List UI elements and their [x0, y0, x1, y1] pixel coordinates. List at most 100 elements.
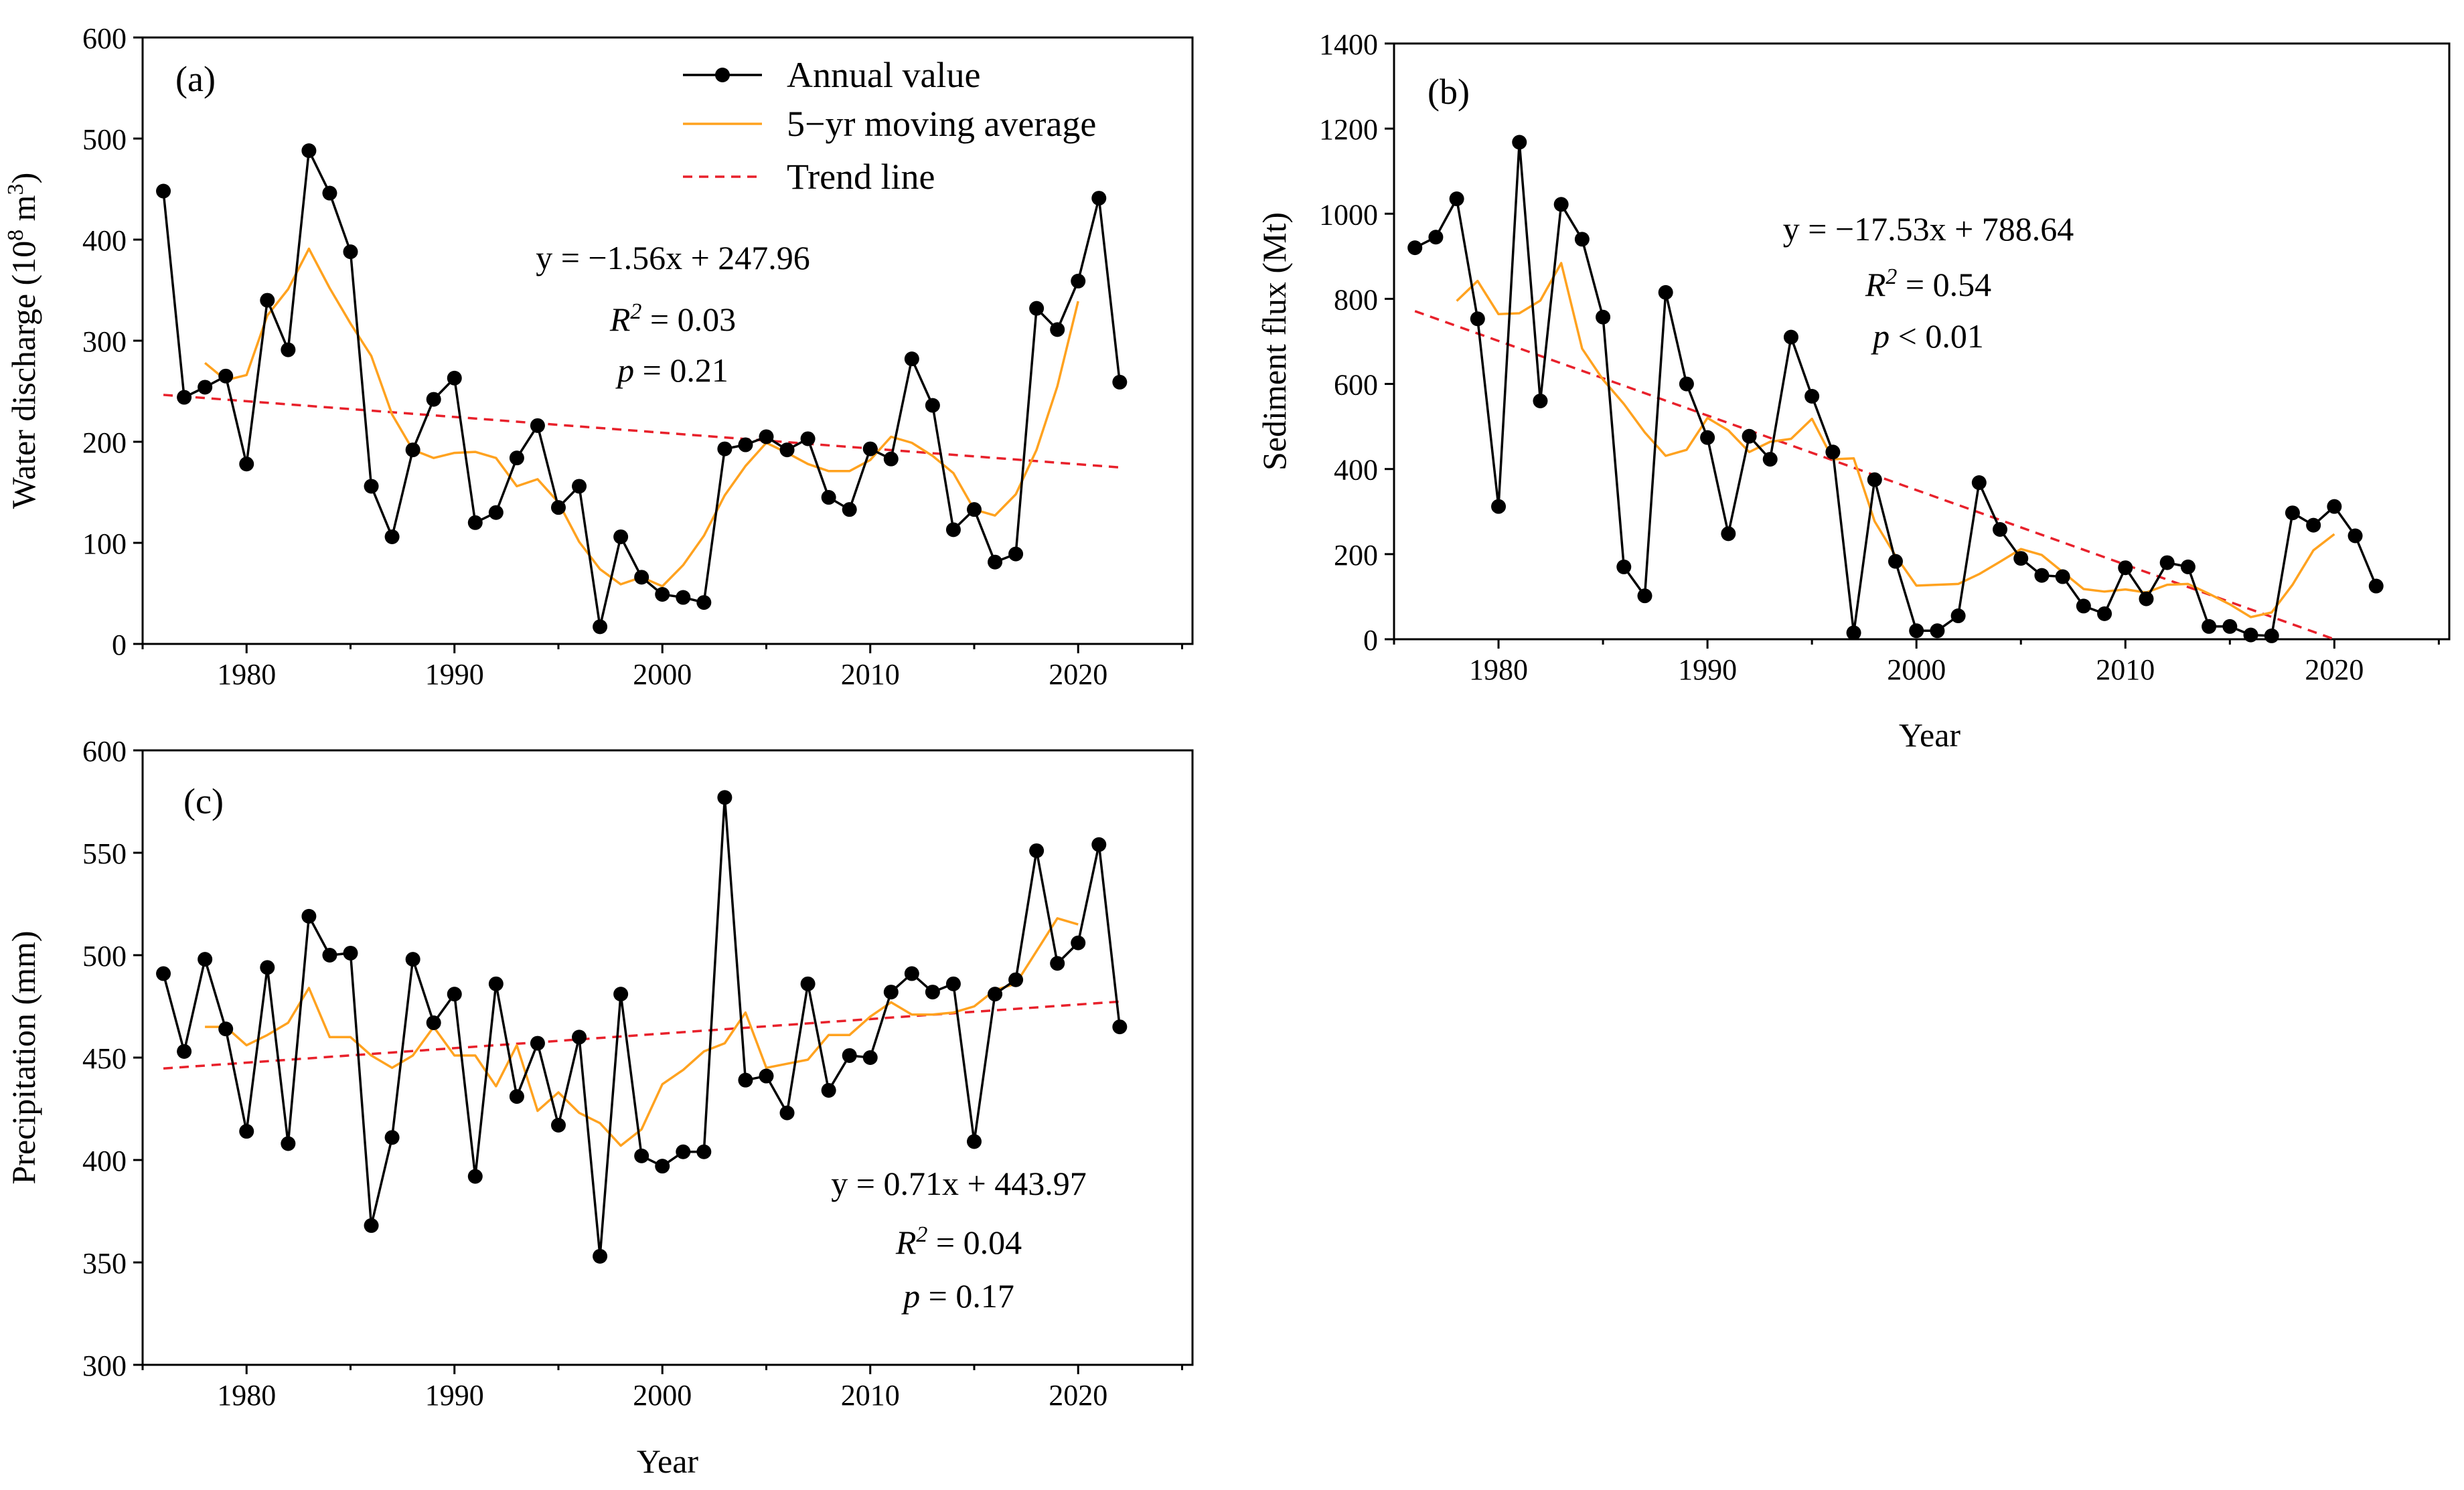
- annual-value-point: [696, 595, 712, 610]
- y-axis-title: Sediment flux (Mt): [1255, 212, 1293, 471]
- annual-value-point: [426, 392, 441, 407]
- annual-value-point: [738, 437, 753, 452]
- annual-value-point: [2180, 559, 2196, 574]
- annual-value-point: [738, 1072, 753, 1088]
- annual-value-point: [1762, 452, 1778, 467]
- annual-value-point: [2055, 569, 2070, 584]
- x-axis-title: Year: [637, 1442, 698, 1480]
- annual-value-point: [966, 502, 982, 517]
- annual-value-point: [1888, 554, 1903, 569]
- annual-value-point: [550, 1117, 566, 1133]
- annual-value-point: [1867, 472, 1882, 487]
- y-tick-label: 1000: [1319, 198, 1378, 231]
- x-tick-label: 1980: [1469, 653, 1528, 686]
- annual-value-point: [593, 619, 608, 635]
- legend-trend-label: Trend line: [787, 157, 935, 197]
- annual-value-point: [301, 143, 317, 159]
- x-tick-label: 1980: [217, 658, 276, 691]
- annual-value-point: [2139, 591, 2154, 606]
- annual-value-point: [343, 945, 358, 961]
- annual-value-point: [1637, 588, 1652, 604]
- annual-value-point: [945, 522, 961, 537]
- legend-annual-marker: [715, 68, 730, 82]
- annual-value-point: [1825, 444, 1841, 460]
- y-tick-label: 800: [1334, 283, 1378, 316]
- annual-value-point: [384, 529, 400, 544]
- annual-value-point: [1596, 309, 1611, 325]
- panel-b-sediment-chart: 1980 1990 2000 2010 2020 0 200 400 600 800 1000 120…: [1255, 28, 2451, 754]
- annual-value-point: [988, 987, 1003, 1002]
- x-tick-label: 2000: [633, 658, 692, 691]
- annual-value-point: [1008, 546, 1024, 562]
- annual-value-point: [2034, 568, 2050, 583]
- annual-value-point: [322, 948, 337, 963]
- annual-value-point: [405, 442, 420, 458]
- annual-value-point: [467, 1169, 483, 1184]
- annual-value-point: [2097, 606, 2112, 621]
- plot-frame: [141, 749, 1194, 1366]
- annual-value-point: [1721, 526, 1736, 542]
- annual-value-point: [260, 960, 275, 975]
- annual-value-point: [1950, 608, 1966, 624]
- annual-value-point: [904, 351, 919, 367]
- annual-value-point: [1050, 322, 1065, 337]
- x-tick-label: 2010: [841, 658, 900, 691]
- annual-value-point: [1091, 191, 1107, 206]
- annual-value-point: [779, 442, 795, 458]
- annual-value-point: [945, 976, 961, 991]
- annual-value-point: [1449, 191, 1464, 207]
- y-tick-label: 300: [82, 325, 127, 358]
- annual-value-point: [1742, 428, 1757, 444]
- annual-value-point: [904, 966, 919, 981]
- annual-value-point: [2243, 627, 2258, 643]
- y-tick-label: 200: [82, 426, 127, 459]
- annual-value-point: [842, 1048, 857, 1063]
- y-tick-label: 200: [1334, 539, 1378, 572]
- annual-value-point: [509, 1089, 524, 1104]
- annual-value-point: [925, 398, 940, 413]
- annual-value-point: [2118, 560, 2133, 576]
- panel-label: (a): [175, 59, 216, 99]
- annual-value-point: [281, 342, 296, 357]
- annual-value-point: [2347, 528, 2363, 544]
- annual-value-point: [988, 554, 1003, 570]
- annual-value-point: [883, 451, 899, 467]
- annual-value-point: [800, 976, 816, 991]
- y-tick-label: 400: [82, 1145, 127, 1177]
- annual-value-point: [530, 1036, 545, 1051]
- r-squared: R2 = 0.04: [895, 1222, 1022, 1262]
- panel-label: (c): [183, 781, 224, 821]
- annual-value-point: [1071, 935, 1086, 950]
- annual-value-point: [384, 1130, 400, 1145]
- p-value: p < 0.01: [1871, 317, 1984, 355]
- annual-value-point: [239, 457, 254, 472]
- annual-value-point: [1050, 956, 1065, 971]
- annual-value-point: [260, 293, 275, 308]
- y-tick-label: 500: [82, 940, 127, 973]
- annual-value-point: [447, 987, 462, 1002]
- annual-value-point: [800, 431, 816, 446]
- annual-value-point: [1112, 1019, 1128, 1035]
- annual-value-point: [530, 418, 545, 433]
- panel-a-discharge-chart: 1980 1990 2000 2010 2020 0 100 200 300 400 500 600 W…: [3, 22, 1194, 691]
- annual-value-point: [405, 952, 420, 967]
- x-axis-title: Year: [1899, 716, 1960, 754]
- y-tick-label: 550: [82, 837, 127, 870]
- regression-equation: y = −17.53x + 788.64: [1783, 210, 2074, 248]
- annual-value-point: [613, 987, 629, 1002]
- plot-frame: [1393, 42, 2451, 641]
- trend-line: [163, 394, 1120, 469]
- x-tick-label: 2010: [2096, 653, 2155, 686]
- annual-value-point: [1029, 843, 1045, 858]
- x-tick-label: 1990: [1678, 653, 1737, 686]
- annual-value-point: [779, 1105, 795, 1121]
- annual-value-point: [655, 587, 670, 602]
- annual-value-point: [1533, 394, 1548, 408]
- annual-value-point: [1091, 837, 1107, 852]
- x-tick-label: 2020: [2305, 653, 2364, 686]
- annual-value-point: [1112, 374, 1128, 390]
- annual-value-point: [239, 1124, 254, 1139]
- annual-value-point: [301, 908, 317, 924]
- y-tick-label: 600: [82, 735, 127, 768]
